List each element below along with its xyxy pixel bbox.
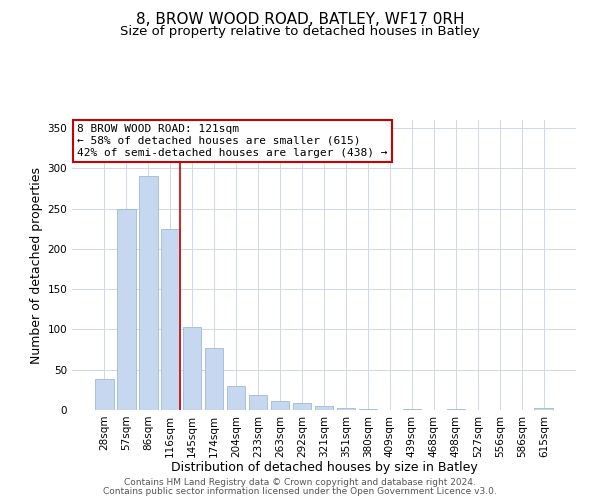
Bar <box>227 386 245 410</box>
Bar <box>403 409 421 410</box>
Bar <box>183 327 202 410</box>
Bar <box>446 409 465 410</box>
Bar <box>161 229 179 410</box>
Text: Contains public sector information licensed under the Open Government Licence v3: Contains public sector information licen… <box>103 487 497 496</box>
Bar <box>337 408 355 410</box>
Bar <box>314 406 334 410</box>
Bar <box>139 176 158 410</box>
Bar <box>117 208 136 410</box>
Text: 8 BROW WOOD ROAD: 121sqm
← 58% of detached houses are smaller (615)
42% of semi-: 8 BROW WOOD ROAD: 121sqm ← 58% of detach… <box>77 124 388 158</box>
Bar <box>95 378 113 410</box>
Bar <box>535 408 553 410</box>
Bar <box>359 409 377 410</box>
Bar <box>249 394 268 410</box>
Text: Contains HM Land Registry data © Crown copyright and database right 2024.: Contains HM Land Registry data © Crown c… <box>124 478 476 487</box>
X-axis label: Distribution of detached houses by size in Batley: Distribution of detached houses by size … <box>170 461 478 474</box>
Bar <box>271 401 289 410</box>
Bar <box>293 403 311 410</box>
Y-axis label: Number of detached properties: Number of detached properties <box>30 166 43 364</box>
Text: Size of property relative to detached houses in Batley: Size of property relative to detached ho… <box>120 25 480 38</box>
Bar <box>205 348 223 410</box>
Text: 8, BROW WOOD ROAD, BATLEY, WF17 0RH: 8, BROW WOOD ROAD, BATLEY, WF17 0RH <box>136 12 464 28</box>
